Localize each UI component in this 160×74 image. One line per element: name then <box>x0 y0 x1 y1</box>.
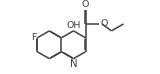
Text: N: N <box>70 59 77 69</box>
Text: OH: OH <box>66 21 81 30</box>
Text: O: O <box>100 19 108 28</box>
Text: O: O <box>82 0 89 9</box>
Text: F: F <box>31 33 36 42</box>
